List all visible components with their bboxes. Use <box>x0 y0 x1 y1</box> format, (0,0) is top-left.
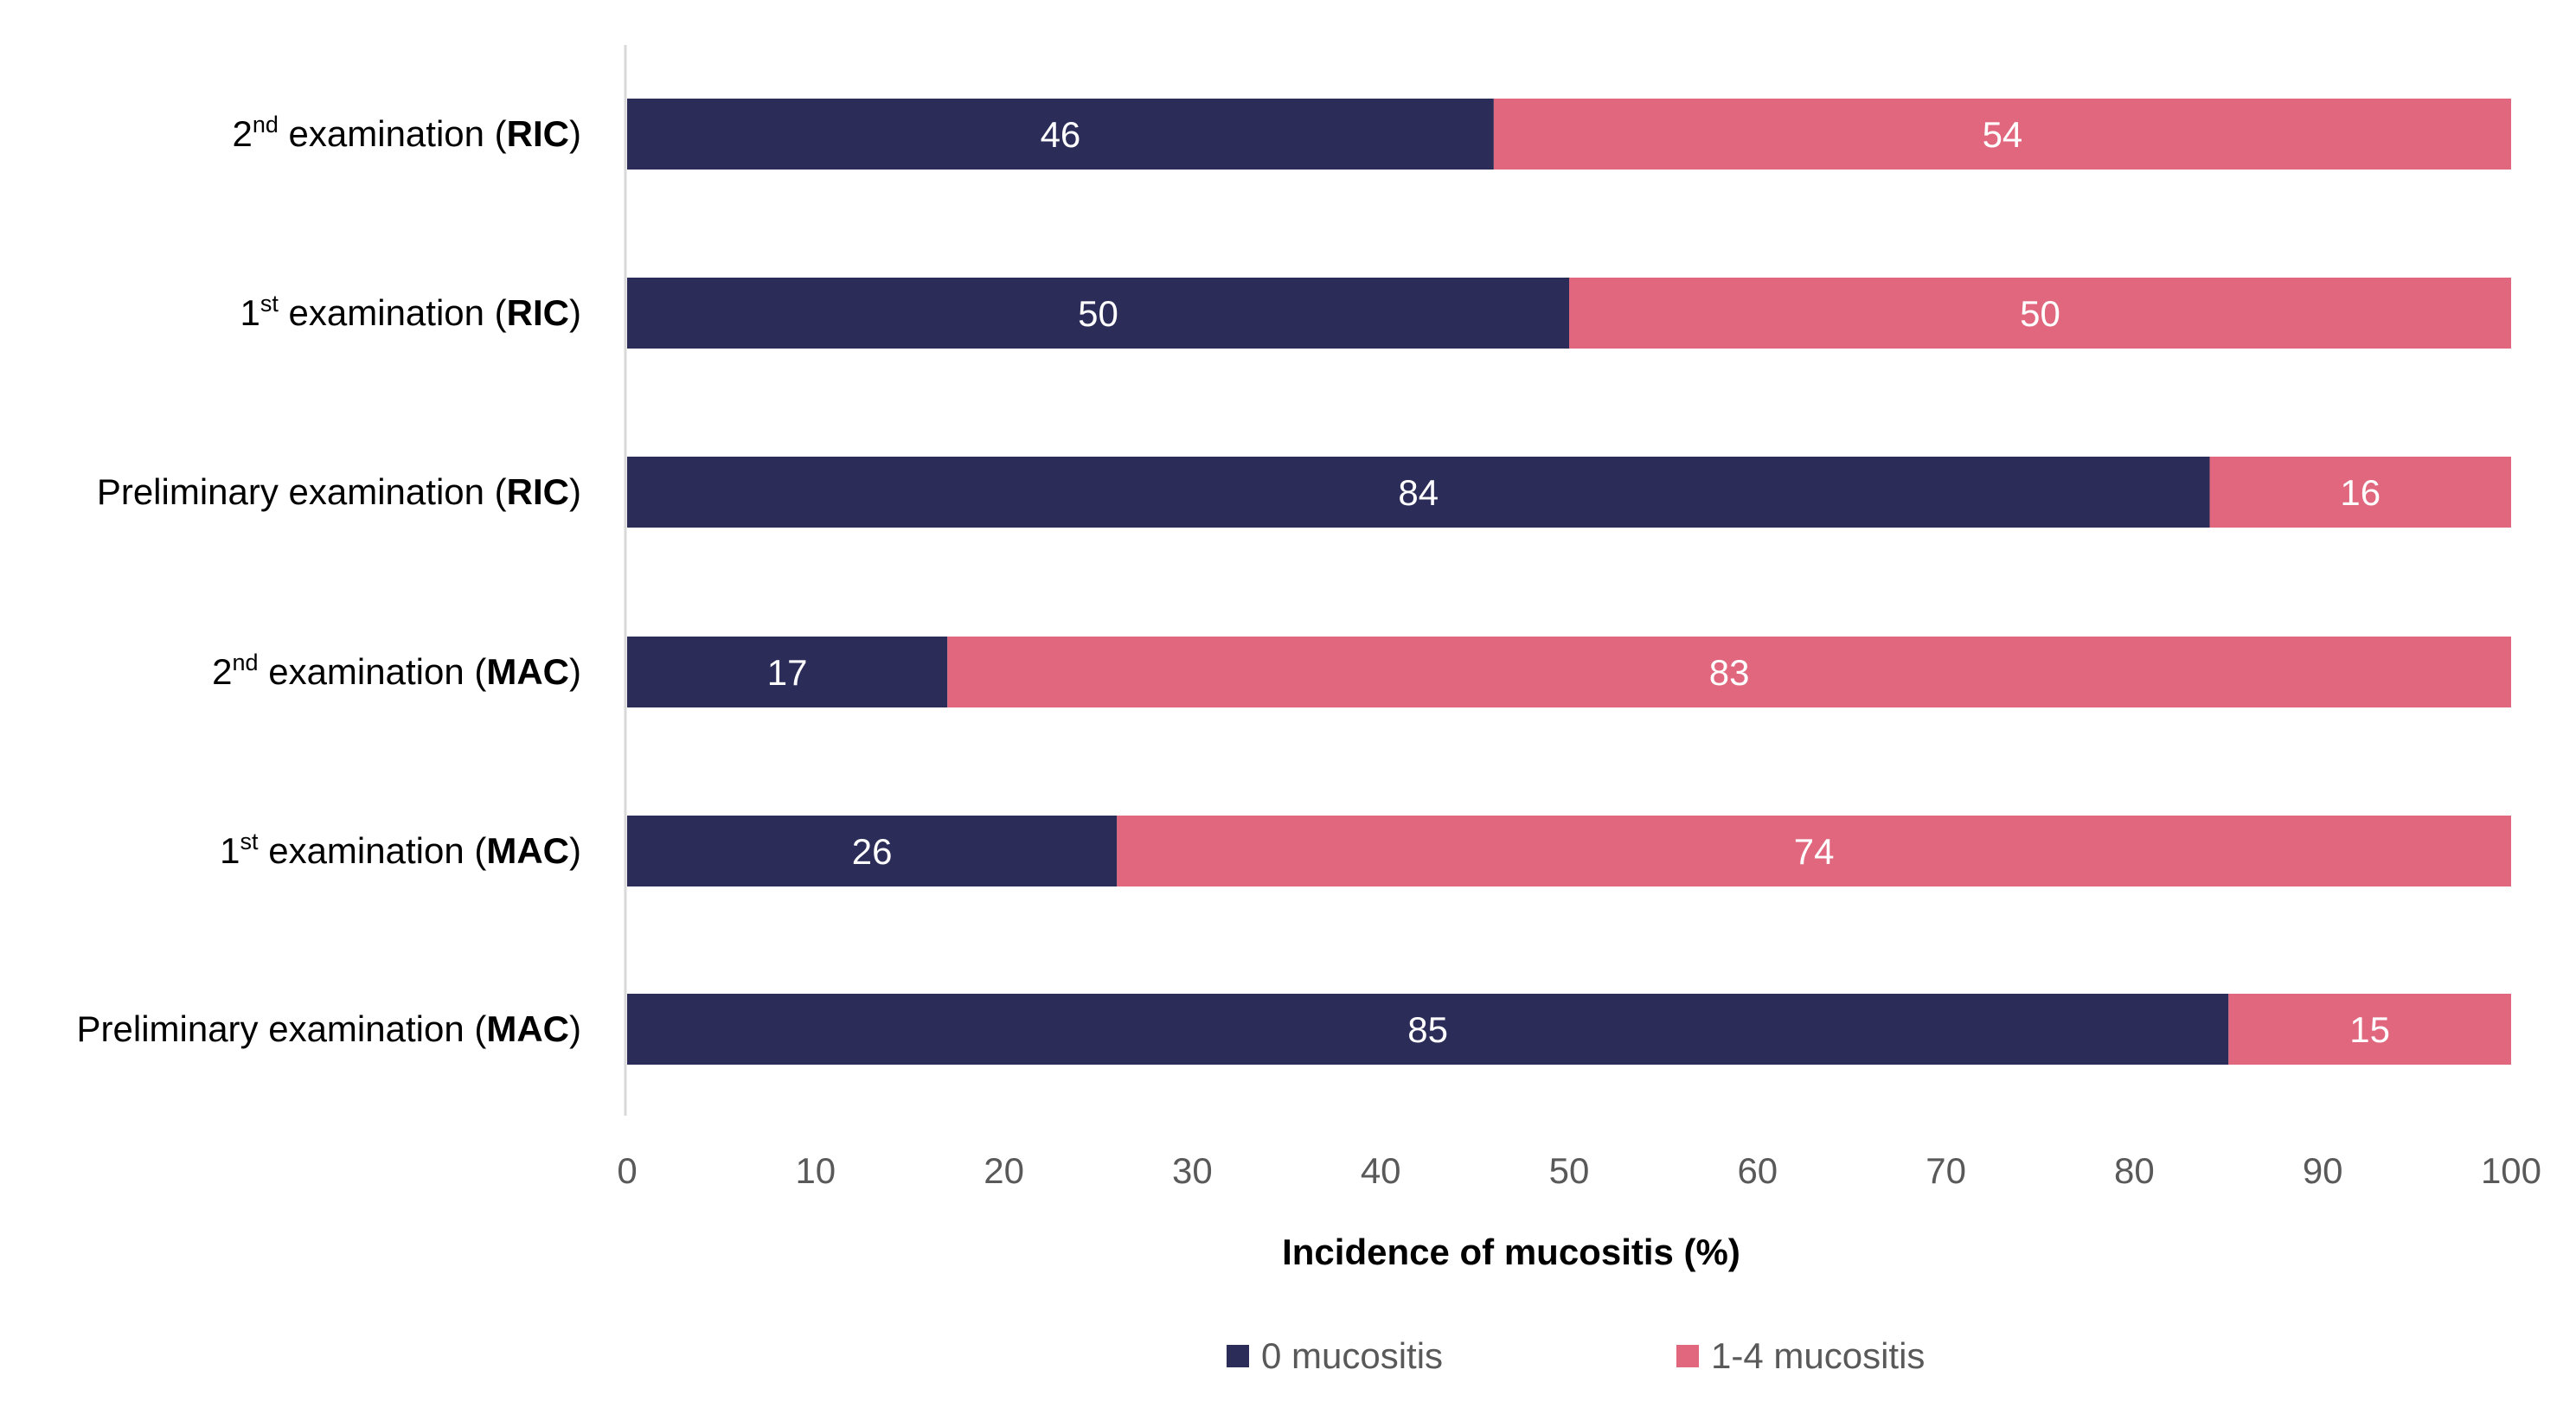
bars-group <box>627 99 2511 1065</box>
bar-segment-no-mucositis-row-2 <box>627 278 1569 349</box>
bar-segment-no-mucositis-row-3 <box>627 457 2210 528</box>
x-tick-label: 30 <box>1172 1150 1213 1191</box>
category-label: 2nd examination (MAC) <box>212 650 581 692</box>
category-close: ) <box>569 471 581 512</box>
category-group: RIC <box>507 113 569 154</box>
x-tick-label: 0 <box>617 1150 637 1191</box>
category-group: MAC <box>486 651 569 692</box>
legend-label: 0 mucositis <box>1261 1335 1443 1376</box>
bar-data-label: 16 <box>2340 472 2381 513</box>
x-tick-labels-group: 0 10 20 30 40 50 60 70 80 90 100 <box>617 1150 2541 1191</box>
bar-segment-no-mucositis-row-6 <box>627 994 2229 1065</box>
legend-swatch <box>1676 1345 1699 1367</box>
bar-segment-mucositis-row-2 <box>1569 278 2511 349</box>
category-label: 2nd examination (RIC) <box>232 112 581 154</box>
category-close: ) <box>569 113 581 154</box>
bar-segment-no-mucositis-row-4 <box>627 637 948 707</box>
category-label: 1st examination (MAC) <box>220 829 581 871</box>
x-tick-label: 40 <box>1361 1150 1401 1191</box>
category-text: Preliminary examination ( <box>77 1008 487 1049</box>
bar-segment-no-mucositis-row-1 <box>627 99 1494 170</box>
category-close: ) <box>569 292 581 333</box>
bar-data-label: 83 <box>1709 652 1750 693</box>
bar-segment-no-mucositis-row-5 <box>627 816 1118 886</box>
category-group: RIC <box>507 471 569 512</box>
bar-data-label: 74 <box>1794 831 1835 872</box>
bar-segment-mucositis-row-6 <box>2228 994 2511 1065</box>
x-tick-label: 20 <box>984 1150 1024 1191</box>
category-text: examination ( <box>279 113 507 154</box>
category-close: ) <box>569 830 581 871</box>
bar-labels-group: 46 54 50 50 84 16 17 83 26 74 85 15 <box>767 114 2390 1050</box>
bar-data-label: 26 <box>852 831 893 872</box>
bar-segment-mucositis-row-3 <box>2209 457 2511 528</box>
bar-data-label: 84 <box>1398 472 1439 513</box>
category-labels-group: 2nd examination (RIC)1st examination (RI… <box>77 112 582 1049</box>
bar-segment-mucositis-row-4 <box>947 637 2511 707</box>
x-tick-label: 80 <box>2114 1150 2155 1191</box>
bar-data-label: 46 <box>1041 114 1081 155</box>
legend-swatch <box>1227 1345 1249 1367</box>
category-text: examination ( <box>279 292 507 333</box>
category-text: Preliminary examination ( <box>97 471 507 512</box>
bar-data-label: 17 <box>767 652 808 693</box>
bar-data-label: 50 <box>2020 293 2060 334</box>
x-tick-label: 10 <box>795 1150 836 1191</box>
category-ordinal: 1 <box>220 830 240 871</box>
category-group: MAC <box>486 830 569 871</box>
category-ordinal: 1 <box>240 292 260 333</box>
x-tick-label: 60 <box>1737 1150 1778 1191</box>
category-text: examination ( <box>259 830 487 871</box>
bar-data-label: 54 <box>1983 114 2023 155</box>
legend-label: 1-4 mucositis <box>1711 1335 1925 1376</box>
category-close: ) <box>569 651 581 692</box>
category-ordinal: 2 <box>232 113 252 154</box>
x-tick-label: 90 <box>2303 1150 2343 1191</box>
category-ordinal-suffix: st <box>260 291 279 317</box>
category-group: MAC <box>486 1008 569 1049</box>
x-tick-label: 50 <box>1549 1150 1590 1191</box>
category-close: ) <box>569 1008 581 1049</box>
category-ordinal-suffix: nd <box>233 650 259 675</box>
category-ordinal-suffix: st <box>240 829 260 854</box>
category-text: examination ( <box>259 651 487 692</box>
category-ordinal: 2 <box>212 651 232 692</box>
category-label: 1st examination (RIC) <box>240 291 581 333</box>
bar-data-label: 50 <box>1078 293 1118 334</box>
category-label: Preliminary examination (RIC) <box>97 471 581 512</box>
category-ordinal-suffix: nd <box>253 112 279 138</box>
x-axis-title: Incidence of mucositis (%) <box>1282 1232 1740 1272</box>
category-group: RIC <box>507 292 569 333</box>
category-label: Preliminary examination (MAC) <box>77 1008 582 1049</box>
x-tick-label: 70 <box>1926 1150 1966 1191</box>
bar-segment-mucositis-row-1 <box>1493 99 2511 170</box>
bar-data-label: 85 <box>1407 1009 1448 1050</box>
x-tick-label: 100 <box>2481 1150 2541 1191</box>
bar-data-label: 15 <box>2349 1009 2390 1050</box>
bar-segment-mucositis-row-5 <box>1117 816 2511 886</box>
legend: 0 mucositis 1-4 mucositis <box>1227 1335 1925 1376</box>
